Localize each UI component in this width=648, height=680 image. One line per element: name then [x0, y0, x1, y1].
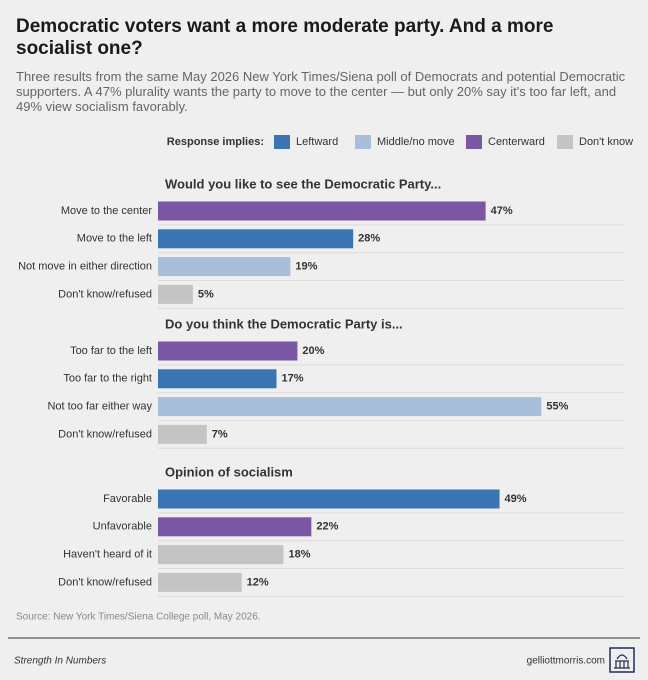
panel-title: Do you think the Democratic Party is... [165, 316, 403, 331]
legend-label: Leftward [296, 136, 338, 148]
value-label: 28% [358, 233, 380, 245]
source: Source: New York Times/Siena College pol… [16, 612, 261, 623]
panel-title: Would you like to see the Democratic Par… [165, 176, 441, 191]
category-label: Too far to the left [70, 345, 152, 357]
category-label: Don't know/refused [58, 576, 152, 588]
footer-left: Strength In Numbers [14, 656, 106, 667]
category-label: Favorable [103, 493, 152, 505]
bar [158, 229, 354, 249]
legend-title: Response implies: [167, 136, 264, 148]
category-label: Too far to the right [63, 373, 152, 385]
category-label: Unfavorable [93, 521, 152, 533]
value-label: 7% [212, 428, 228, 440]
bar [158, 341, 298, 361]
value-label: 18% [288, 549, 310, 561]
value-label: 22% [316, 521, 338, 533]
bar [158, 489, 500, 509]
bar [158, 257, 291, 277]
legend-swatch [274, 135, 290, 149]
bar [158, 517, 312, 537]
subtitle: Three results from the same May 2026 New… [16, 69, 626, 114]
category-label: Not move in either direction [18, 261, 152, 273]
title: Democratic voters want a more moderate p… [16, 16, 554, 59]
panel-title: Opinion of socialism [165, 464, 293, 479]
legend-swatch [355, 135, 371, 149]
bar [158, 545, 284, 565]
bar [158, 424, 207, 444]
bar [158, 284, 193, 304]
logo [609, 647, 635, 673]
category-label: Move to the left [77, 233, 152, 245]
category-label: Haven't heard of it [63, 549, 152, 561]
category-label: Don't know/refused [58, 428, 152, 440]
legend-label: Don't know [579, 136, 633, 148]
legend-label: Middle/no move [377, 136, 455, 148]
legend-label: Centerward [488, 136, 545, 148]
value-label: 49% [505, 493, 527, 505]
legend-swatch [466, 135, 482, 149]
bar [158, 201, 486, 221]
legend-swatch [557, 135, 573, 149]
value-label: 20% [302, 345, 324, 357]
category-label: Not too far either way [47, 401, 152, 413]
category-label: Don't know/refused [58, 288, 152, 300]
value-label: 5% [198, 288, 214, 300]
value-label: 47% [491, 205, 513, 217]
bar [158, 369, 277, 389]
value-label: 12% [247, 576, 269, 588]
bar [158, 397, 542, 417]
bar [158, 572, 242, 592]
value-label: 17% [281, 373, 303, 385]
category-label: Move to the center [61, 205, 152, 217]
value-label: 55% [546, 401, 568, 413]
footer-right: gelliottmorris.com [527, 656, 605, 667]
value-label: 19% [295, 261, 317, 273]
